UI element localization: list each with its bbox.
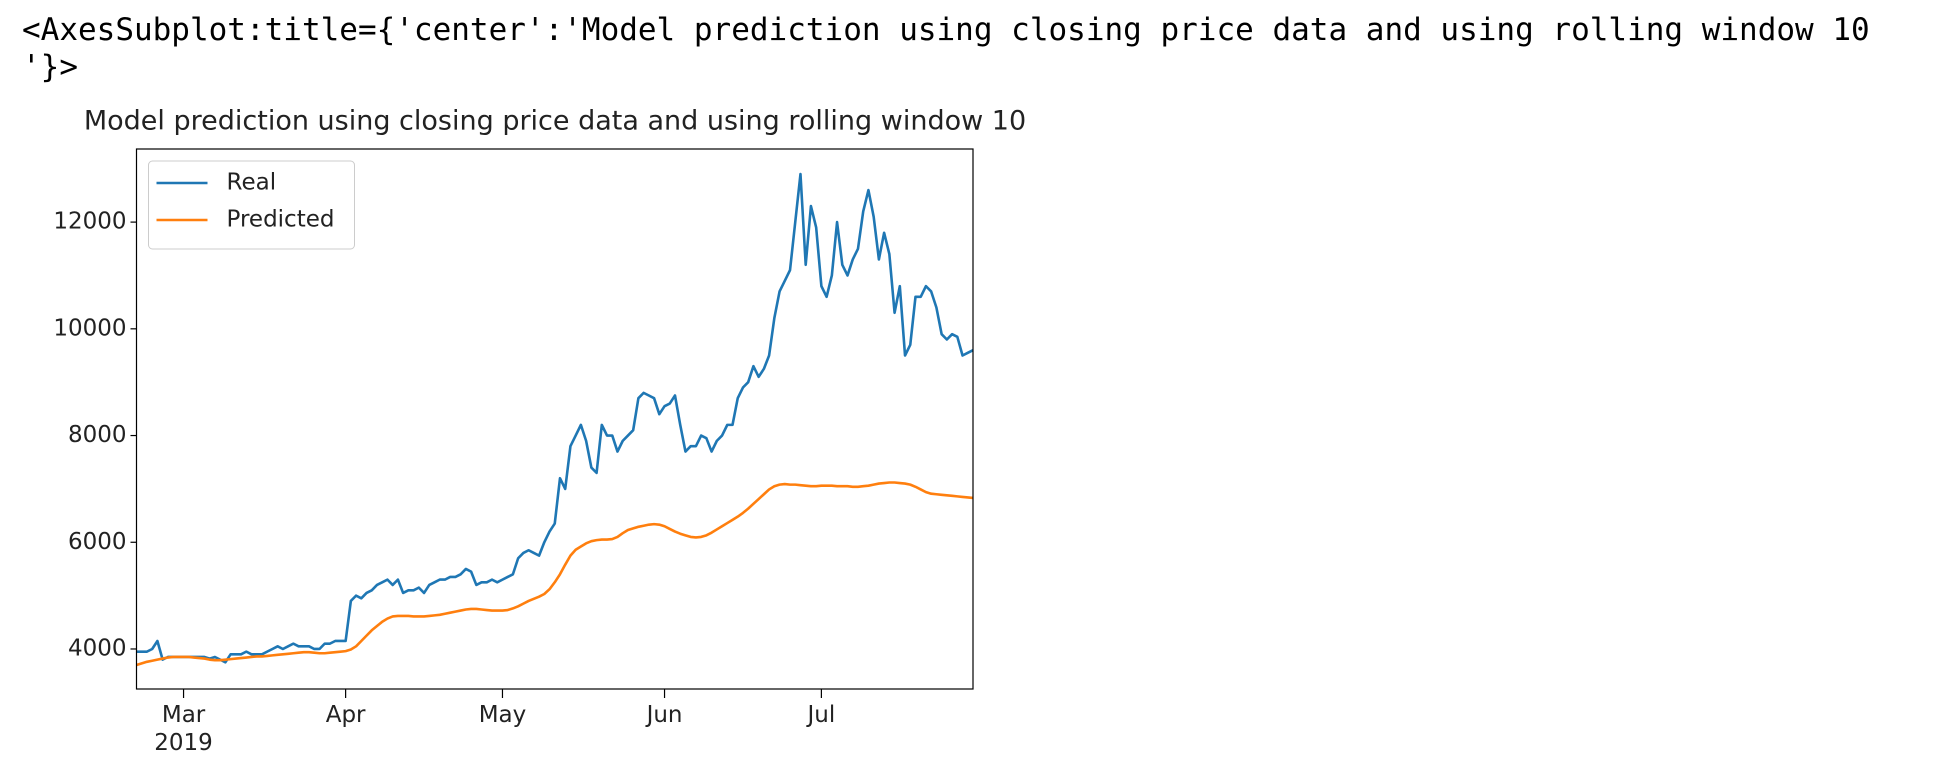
series-line [136,481,974,667]
x-tick-label: May [479,702,527,728]
chart-title: Model prediction using closing price dat… [84,106,1026,137]
legend-label: Predicted [227,207,335,233]
x-tick-label: Jul [806,702,836,728]
x-tick-label: Jun [645,702,683,728]
y-tick-label: 10000 [53,315,126,341]
y-tick-label: 12000 [53,209,126,235]
y-tick-label: 6000 [68,529,127,555]
x-tick-label: Mar 2019 [154,702,213,756]
plot-frame [135,148,974,690]
legend-label: Real [227,170,277,196]
y-tick-label: 8000 [68,422,127,448]
output-text: <AxesSubplot:title={'center':'Model pred… [22,12,1870,85]
y-tick-label: 4000 [68,635,127,661]
series-line [136,172,974,664]
x-tick-label: Apr [326,702,366,728]
